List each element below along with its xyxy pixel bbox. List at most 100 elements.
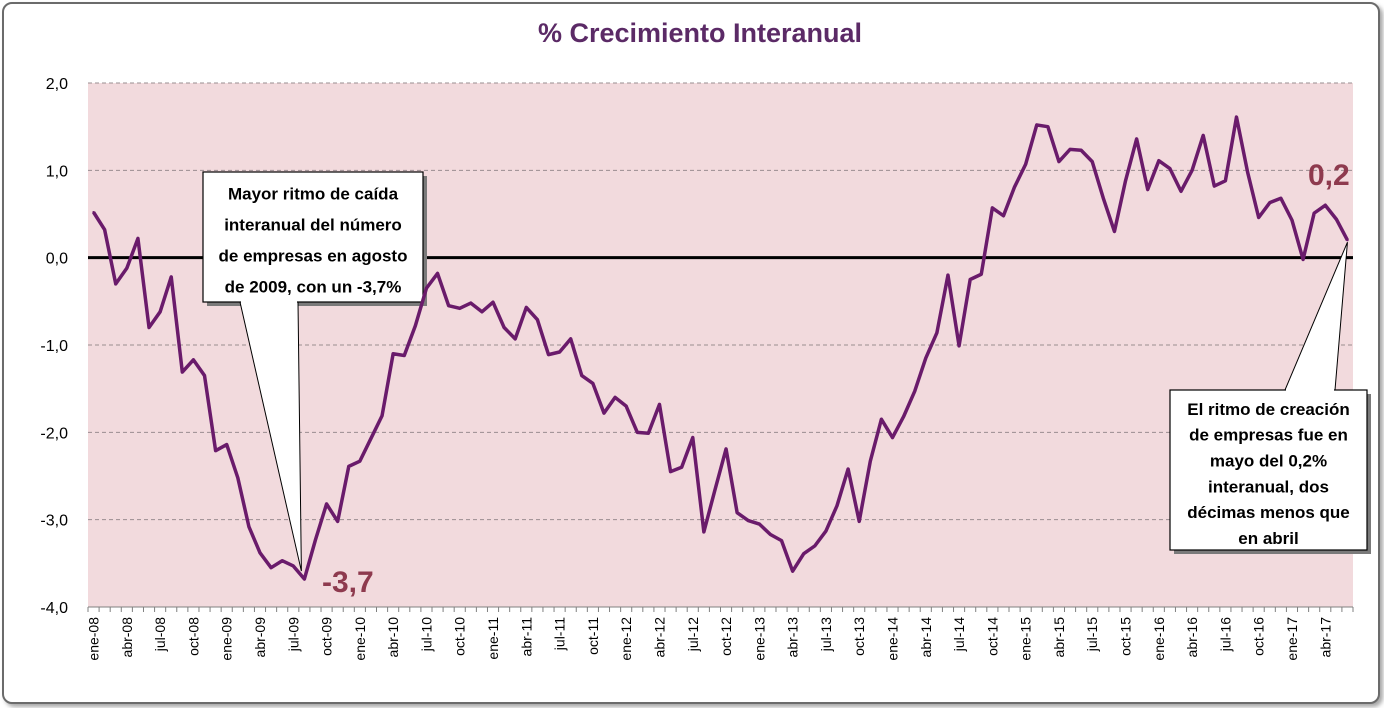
callout-min-line: Mayor ritmo de caída [228, 184, 399, 203]
x-tick-label: ene-12 [618, 617, 634, 661]
data-point [1091, 160, 1094, 163]
data-point [1235, 115, 1238, 119]
data-point [325, 502, 328, 506]
data-point [1146, 188, 1149, 191]
data-point [436, 272, 439, 275]
callout-last-line: de empresas fue en [1189, 426, 1348, 445]
x-tick-label: jul-11 [552, 617, 568, 651]
x-tick-label: jul-08 [152, 617, 168, 652]
data-point [1035, 123, 1038, 127]
x-tick-label: ene-11 [485, 617, 501, 660]
data-point [835, 504, 839, 507]
callout-last-box [1169, 389, 1368, 551]
data-point [846, 467, 850, 471]
data-point [1135, 137, 1138, 141]
y-tick-label: -1,0 [40, 338, 68, 355]
callout-min: Mayor ritmo de caída interanual del númer… [202, 171, 427, 572]
data-point [946, 273, 950, 277]
y-tick-label: -4,0 [40, 600, 68, 617]
data-point [1301, 258, 1305, 261]
data-point [158, 310, 162, 314]
data-point [192, 358, 195, 362]
data-point [181, 370, 184, 374]
callout-last-line: El ritmo de creación [1187, 400, 1350, 419]
callout-min-line: de 2009, con un -3,7% [225, 277, 402, 296]
data-point [591, 382, 595, 385]
data-point [536, 318, 539, 321]
data-point [425, 287, 428, 290]
data-point [303, 577, 306, 581]
data-point [280, 559, 284, 562]
data-point [547, 353, 550, 356]
x-tick-label: jul-10 [418, 617, 434, 652]
data-point [170, 275, 173, 279]
data-point [414, 324, 417, 327]
x-tick-label: abr-17 [1317, 617, 1333, 658]
data-point [724, 447, 728, 451]
data-point [258, 551, 262, 555]
data-point [236, 476, 240, 479]
x-tick-label: jul-15 [1084, 617, 1100, 652]
data-point [891, 436, 894, 439]
data-point [336, 520, 339, 523]
x-tick-label: ene-10 [352, 617, 368, 661]
x-tick-label: ene-14 [884, 617, 900, 661]
data-point [103, 228, 106, 231]
x-tick-label: abr-12 [651, 617, 667, 658]
min-value-label: -3,7 [322, 566, 374, 599]
data-point [813, 544, 817, 548]
data-point [114, 282, 117, 286]
x-tick-label: jul-14 [951, 617, 967, 652]
x-tick-label: ene-08 [86, 617, 102, 661]
data-point [747, 519, 750, 522]
x-tick-label: oct-16 [1251, 617, 1267, 656]
data-point [1013, 185, 1016, 189]
data-point [1124, 179, 1127, 183]
data-point [780, 539, 783, 542]
data-points [92, 115, 1349, 581]
data-point [1068, 148, 1072, 151]
data-point [1346, 239, 1349, 242]
data-point [480, 310, 484, 314]
x-tick-label: oct-13 [851, 617, 867, 656]
data-point [1213, 184, 1216, 188]
y-tick-label: -3,0 [40, 513, 68, 530]
data-point [1335, 218, 1338, 221]
data-point [1268, 201, 1271, 204]
callout-last-line: mayo del 0,2% [1210, 452, 1327, 471]
data-point [502, 326, 506, 329]
data-point [824, 529, 828, 533]
data-point [514, 337, 517, 341]
x-tick-label: ene-15 [1018, 617, 1034, 661]
data-point [136, 237, 140, 240]
data-point [358, 459, 362, 463]
data-point [902, 415, 905, 418]
x-tick-label: oct-09 [319, 617, 335, 656]
data-point [957, 344, 961, 348]
x-tick-label: abr-10 [385, 617, 401, 658]
data-point [92, 211, 95, 214]
data-point [1046, 125, 1050, 128]
data-point [913, 390, 916, 393]
x-tick-label: oct-08 [185, 617, 201, 656]
data-point [1057, 160, 1061, 163]
data-point [125, 266, 129, 270]
data-point [735, 511, 739, 514]
x-tick-label: abr-15 [1051, 617, 1067, 658]
data-point [669, 470, 672, 473]
data-point [525, 306, 528, 309]
data-point [647, 432, 650, 435]
series-line [92, 115, 1349, 581]
data-point [380, 414, 384, 417]
data-point [636, 431, 639, 434]
last-value-label: 0,2 [1308, 159, 1350, 192]
data-point [247, 525, 251, 528]
x-tick-label: ene-16 [1151, 617, 1167, 661]
data-point [1324, 204, 1327, 207]
callout-last-line: en abril [1238, 529, 1298, 548]
callout-last-line: décimas menos que [1187, 503, 1350, 522]
x-tick-label: oct-10 [452, 617, 468, 656]
y-axis: 2,0 1,0 0,0 -1,0 -2,0 -3,0 -4,0 [40, 76, 68, 617]
data-point [1224, 179, 1227, 183]
data-point [802, 552, 805, 555]
